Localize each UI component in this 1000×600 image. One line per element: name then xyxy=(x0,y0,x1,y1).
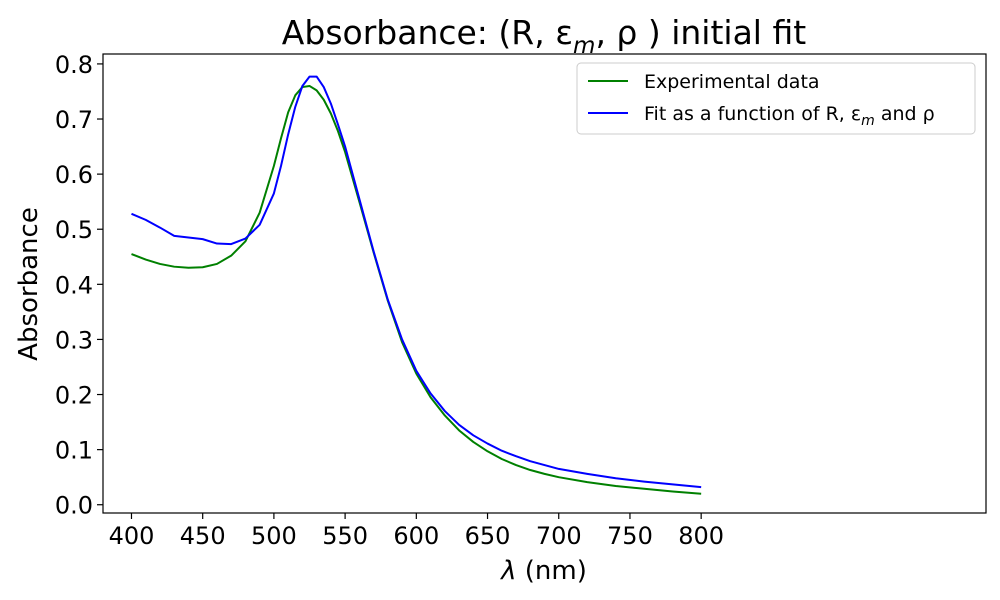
y-tick-label: 0.2 xyxy=(55,382,93,410)
y-tick-label: 0.0 xyxy=(55,492,93,520)
x-tick-label: 750 xyxy=(607,522,653,550)
x-tick-label: 700 xyxy=(536,522,582,550)
series-line-experimental xyxy=(131,84,702,495)
legend-box xyxy=(576,62,976,135)
y-tick-label: 0.4 xyxy=(55,271,93,299)
legend-label-fit: Fit as a function of R, εm and ρ xyxy=(644,103,935,129)
legend: Experimental data Fit as a function of R… xyxy=(576,62,976,135)
plot-frame xyxy=(102,53,987,514)
ticks-layer: 400 450 500 550 600 650 700 750 800 0.0 0.1 0.2 0.3 0… xyxy=(55,51,724,550)
y-tick-label: 0.6 xyxy=(55,161,93,189)
legend-label-experimental: Experimental data xyxy=(644,71,820,93)
x-tick-label: 550 xyxy=(322,522,368,550)
chart-title: Absorbance: (R, εm, ρ ) initial fit xyxy=(282,13,806,59)
y-axis-label: Absorbance xyxy=(14,207,44,361)
x-tick-label: 450 xyxy=(180,522,226,550)
y-tick-label: 0.3 xyxy=(55,326,93,354)
x-tick-label: 650 xyxy=(465,522,511,550)
series-layer xyxy=(131,75,702,495)
x-tick-label: 600 xyxy=(393,522,439,550)
y-tick-label: 0.1 xyxy=(55,437,93,465)
x-tick-label: 500 xyxy=(251,522,297,550)
y-tick-label: 0.8 xyxy=(55,51,93,79)
x-tick-label: 800 xyxy=(678,522,724,550)
y-tick-label: 0.5 xyxy=(55,216,93,244)
y-tick-label: 0.7 xyxy=(55,106,93,134)
x-tick-label: 400 xyxy=(109,522,155,550)
series-line-fit xyxy=(131,75,702,489)
x-axis-label: λ (nm) xyxy=(499,556,587,586)
